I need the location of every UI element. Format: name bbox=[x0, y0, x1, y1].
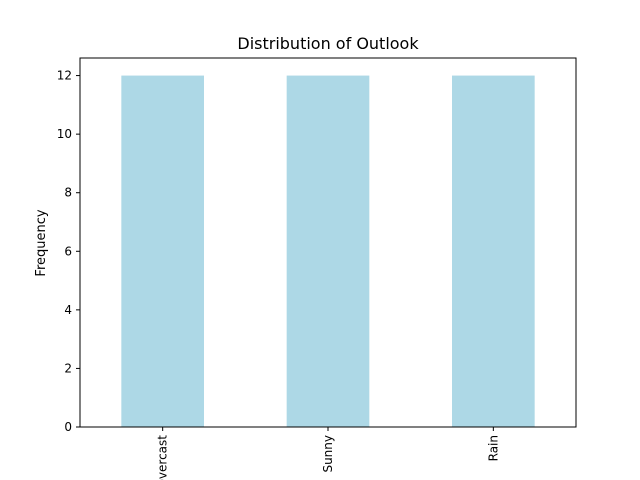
bar-sunny bbox=[286, 75, 370, 428]
chart-title: Distribution of Outlook bbox=[237, 34, 419, 53]
y-tick-label: 12 bbox=[57, 69, 72, 83]
y-tick-label: 10 bbox=[57, 127, 72, 141]
bar-overcast bbox=[121, 75, 204, 428]
y-tick-label: 6 bbox=[64, 244, 72, 258]
x-tick-label: Overcast bbox=[156, 435, 170, 480]
y-tick-label: 2 bbox=[64, 361, 72, 375]
bar-rain bbox=[452, 75, 535, 428]
x-tick-label: Sunny bbox=[321, 435, 335, 473]
y-tick-label: 4 bbox=[64, 303, 72, 317]
x-axis-ticks: Overcast Sunny Rain bbox=[156, 427, 500, 480]
bars-group bbox=[121, 75, 535, 428]
x-tick-label: Rain bbox=[486, 435, 500, 461]
y-axis-ticks: 0 2 4 6 8 10 12 bbox=[57, 69, 80, 434]
plot-area-frame bbox=[79, 57, 577, 428]
y-axis-label: Frequency bbox=[34, 209, 49, 276]
y-tick-label: 0 bbox=[64, 420, 72, 434]
y-tick-label: 8 bbox=[64, 186, 72, 200]
